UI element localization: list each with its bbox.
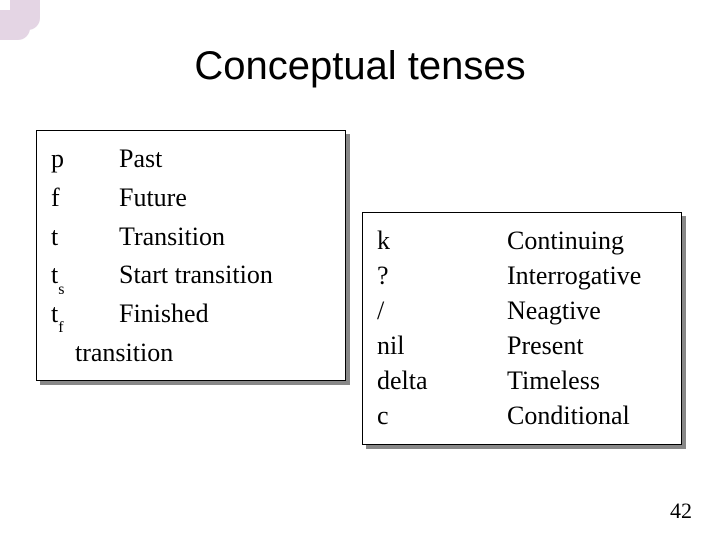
tense-box-right: k Continuing ? Interrogative / Neagtive …: [362, 212, 682, 445]
symbol: f: [51, 180, 119, 219]
list-item: ? Interrogative: [377, 258, 667, 293]
symbol: /: [377, 293, 507, 328]
symbol: delta: [377, 363, 507, 398]
symbol: ts: [51, 257, 119, 296]
symbol: ?: [377, 258, 507, 293]
symbol: nil: [377, 328, 507, 363]
symbol: t: [51, 219, 119, 258]
page-number: 42: [670, 498, 692, 524]
symbol: p: [51, 141, 119, 180]
label: Transition: [119, 219, 225, 258]
decor-ribbon-left: [0, 10, 30, 40]
label: Timeless: [507, 363, 600, 398]
list-item: nil Present: [377, 328, 667, 363]
page-title: Conceptual tenses: [0, 44, 720, 89]
list-item: / Neagtive: [377, 293, 667, 328]
symbol: k: [377, 223, 507, 258]
label: Past: [119, 141, 162, 180]
label: Interrogative: [507, 258, 641, 293]
label: Continuing: [507, 223, 624, 258]
list-item: ts Start transition: [51, 257, 331, 296]
label: Finished: [119, 296, 209, 335]
list-item: f Future: [51, 180, 331, 219]
label: Present: [507, 328, 584, 363]
symbol: tf: [51, 296, 119, 335]
label: Conditional: [507, 398, 630, 433]
list-item: p Past: [51, 141, 331, 180]
list-item: tf Finished: [51, 296, 331, 335]
continuation-line: transition: [51, 335, 331, 370]
list-item: c Conditional: [377, 398, 667, 433]
label: Future: [119, 180, 187, 219]
list-item: delta Timeless: [377, 363, 667, 398]
list-item: t Transition: [51, 219, 331, 258]
label: Neagtive: [507, 293, 601, 328]
tense-box-left: p Past f Future t Transition ts Start tr…: [36, 130, 346, 381]
list-item: k Continuing: [377, 223, 667, 258]
symbol: c: [377, 398, 507, 433]
label: Start transition: [119, 257, 273, 296]
